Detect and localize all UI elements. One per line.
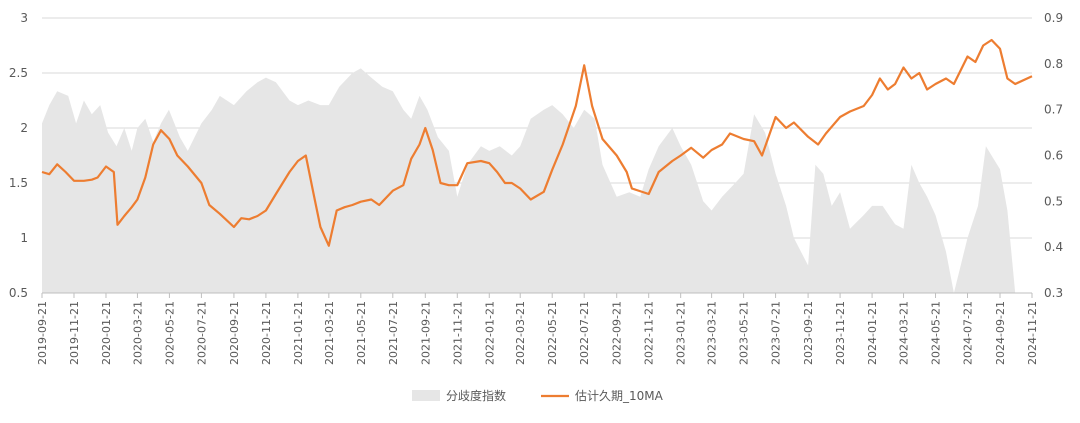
- x-axis-tick-label: 2023-07-21: [770, 301, 783, 365]
- x-axis-tick-label: 2024-09-21: [994, 301, 1007, 365]
- x-axis-tick-label: 2021-11-21: [451, 301, 464, 365]
- x-axis-tick-label: 2024-03-21: [898, 301, 911, 365]
- legend: 分歧度指数 估计久期_10MA: [412, 388, 664, 403]
- legend-label-duration: 估计久期_10MA: [575, 389, 664, 403]
- x-axis-tick-label: 2020-11-21: [260, 301, 273, 365]
- x-axis-tick-label: 2022-11-21: [643, 301, 656, 365]
- x-axis-tick-label: 2024-11-21: [1026, 301, 1039, 365]
- left-axis-tick-label: 3: [20, 11, 28, 25]
- x-axis-tick-label: 2022-05-21: [546, 301, 559, 365]
- duration-10ma-line: [41, 38, 1033, 247]
- right-axis-tick-label: 0.7: [1044, 103, 1063, 117]
- left-axis-tick-label: 0.5: [9, 286, 28, 300]
- x-axis-tick-label: 2019-09-21: [36, 301, 49, 365]
- x-axis-tick-label: 2023-11-21: [834, 301, 847, 365]
- x-axis-tick-label: 2020-07-21: [195, 301, 208, 365]
- right-axis-tick-label: 0.3: [1044, 286, 1063, 300]
- left-axis-tick-label: 1: [20, 231, 28, 245]
- right-axis-tick-label: 0.5: [1044, 194, 1063, 208]
- divergence-index-area: [42, 68, 1032, 294]
- axes: 0.5 1 1.5 2 2.5 3 0.3 0.4 0.5 0.6 0.7 0.8 0.9 2019-09…: [9, 11, 1063, 365]
- x-axis-tick-label: 2022-07-21: [578, 301, 591, 365]
- x-axis-tick-label: 2019-11-21: [68, 301, 81, 365]
- x-axis-tick-label: 2022-01-21: [483, 301, 496, 365]
- x-axis-tick-label: 2020-01-21: [100, 301, 113, 365]
- x-axis-tick-label: 2023-03-21: [706, 301, 719, 365]
- x-axis-tick-label: 2023-05-21: [738, 301, 751, 365]
- duration-line-layer: [41, 38, 1033, 247]
- legend-swatch-divergence: [412, 390, 440, 401]
- divergence-area-layer: [42, 68, 1032, 294]
- x-axis-tick-label: 2020-03-21: [131, 301, 144, 365]
- right-axis-tick-label: 0.8: [1044, 57, 1063, 71]
- right-axis-tick-label: 0.9: [1044, 11, 1063, 25]
- right-axis-tick-label: 0.6: [1044, 149, 1063, 163]
- x-axis-tick-label: 2024-05-21: [930, 301, 943, 365]
- left-axis-tick-label: 2: [20, 121, 28, 135]
- right-axis-tick-label: 0.4: [1044, 240, 1063, 254]
- x-axis-tick-label: 2023-01-21: [675, 301, 688, 365]
- x-axis-tick-label: 2020-09-21: [228, 301, 241, 365]
- x-axis-tick-label: 2024-01-21: [866, 301, 879, 365]
- left-axis-tick-label: 2.5: [9, 66, 28, 80]
- x-axis-tick-label: 2021-09-21: [419, 301, 432, 365]
- legend-label-divergence: 分歧度指数: [446, 388, 506, 403]
- x-axis-tick-label: 2022-03-21: [514, 301, 527, 365]
- x-axis-tick-label: 2024-07-21: [962, 301, 975, 365]
- x-axis-tick-label: 2021-05-21: [355, 301, 368, 365]
- x-axis-tick-label: 2023-09-21: [802, 301, 815, 365]
- x-axis-tick-label: 2021-01-21: [292, 301, 305, 365]
- left-axis-tick-label: 1.5: [9, 176, 28, 190]
- x-axis-tick-label: 2021-03-21: [323, 301, 336, 365]
- x-axis-tick-label: 2021-07-21: [387, 301, 400, 365]
- x-axis-tick-label: 2022-09-21: [611, 301, 624, 365]
- x-axis-tick-label: 2020-05-21: [163, 301, 176, 365]
